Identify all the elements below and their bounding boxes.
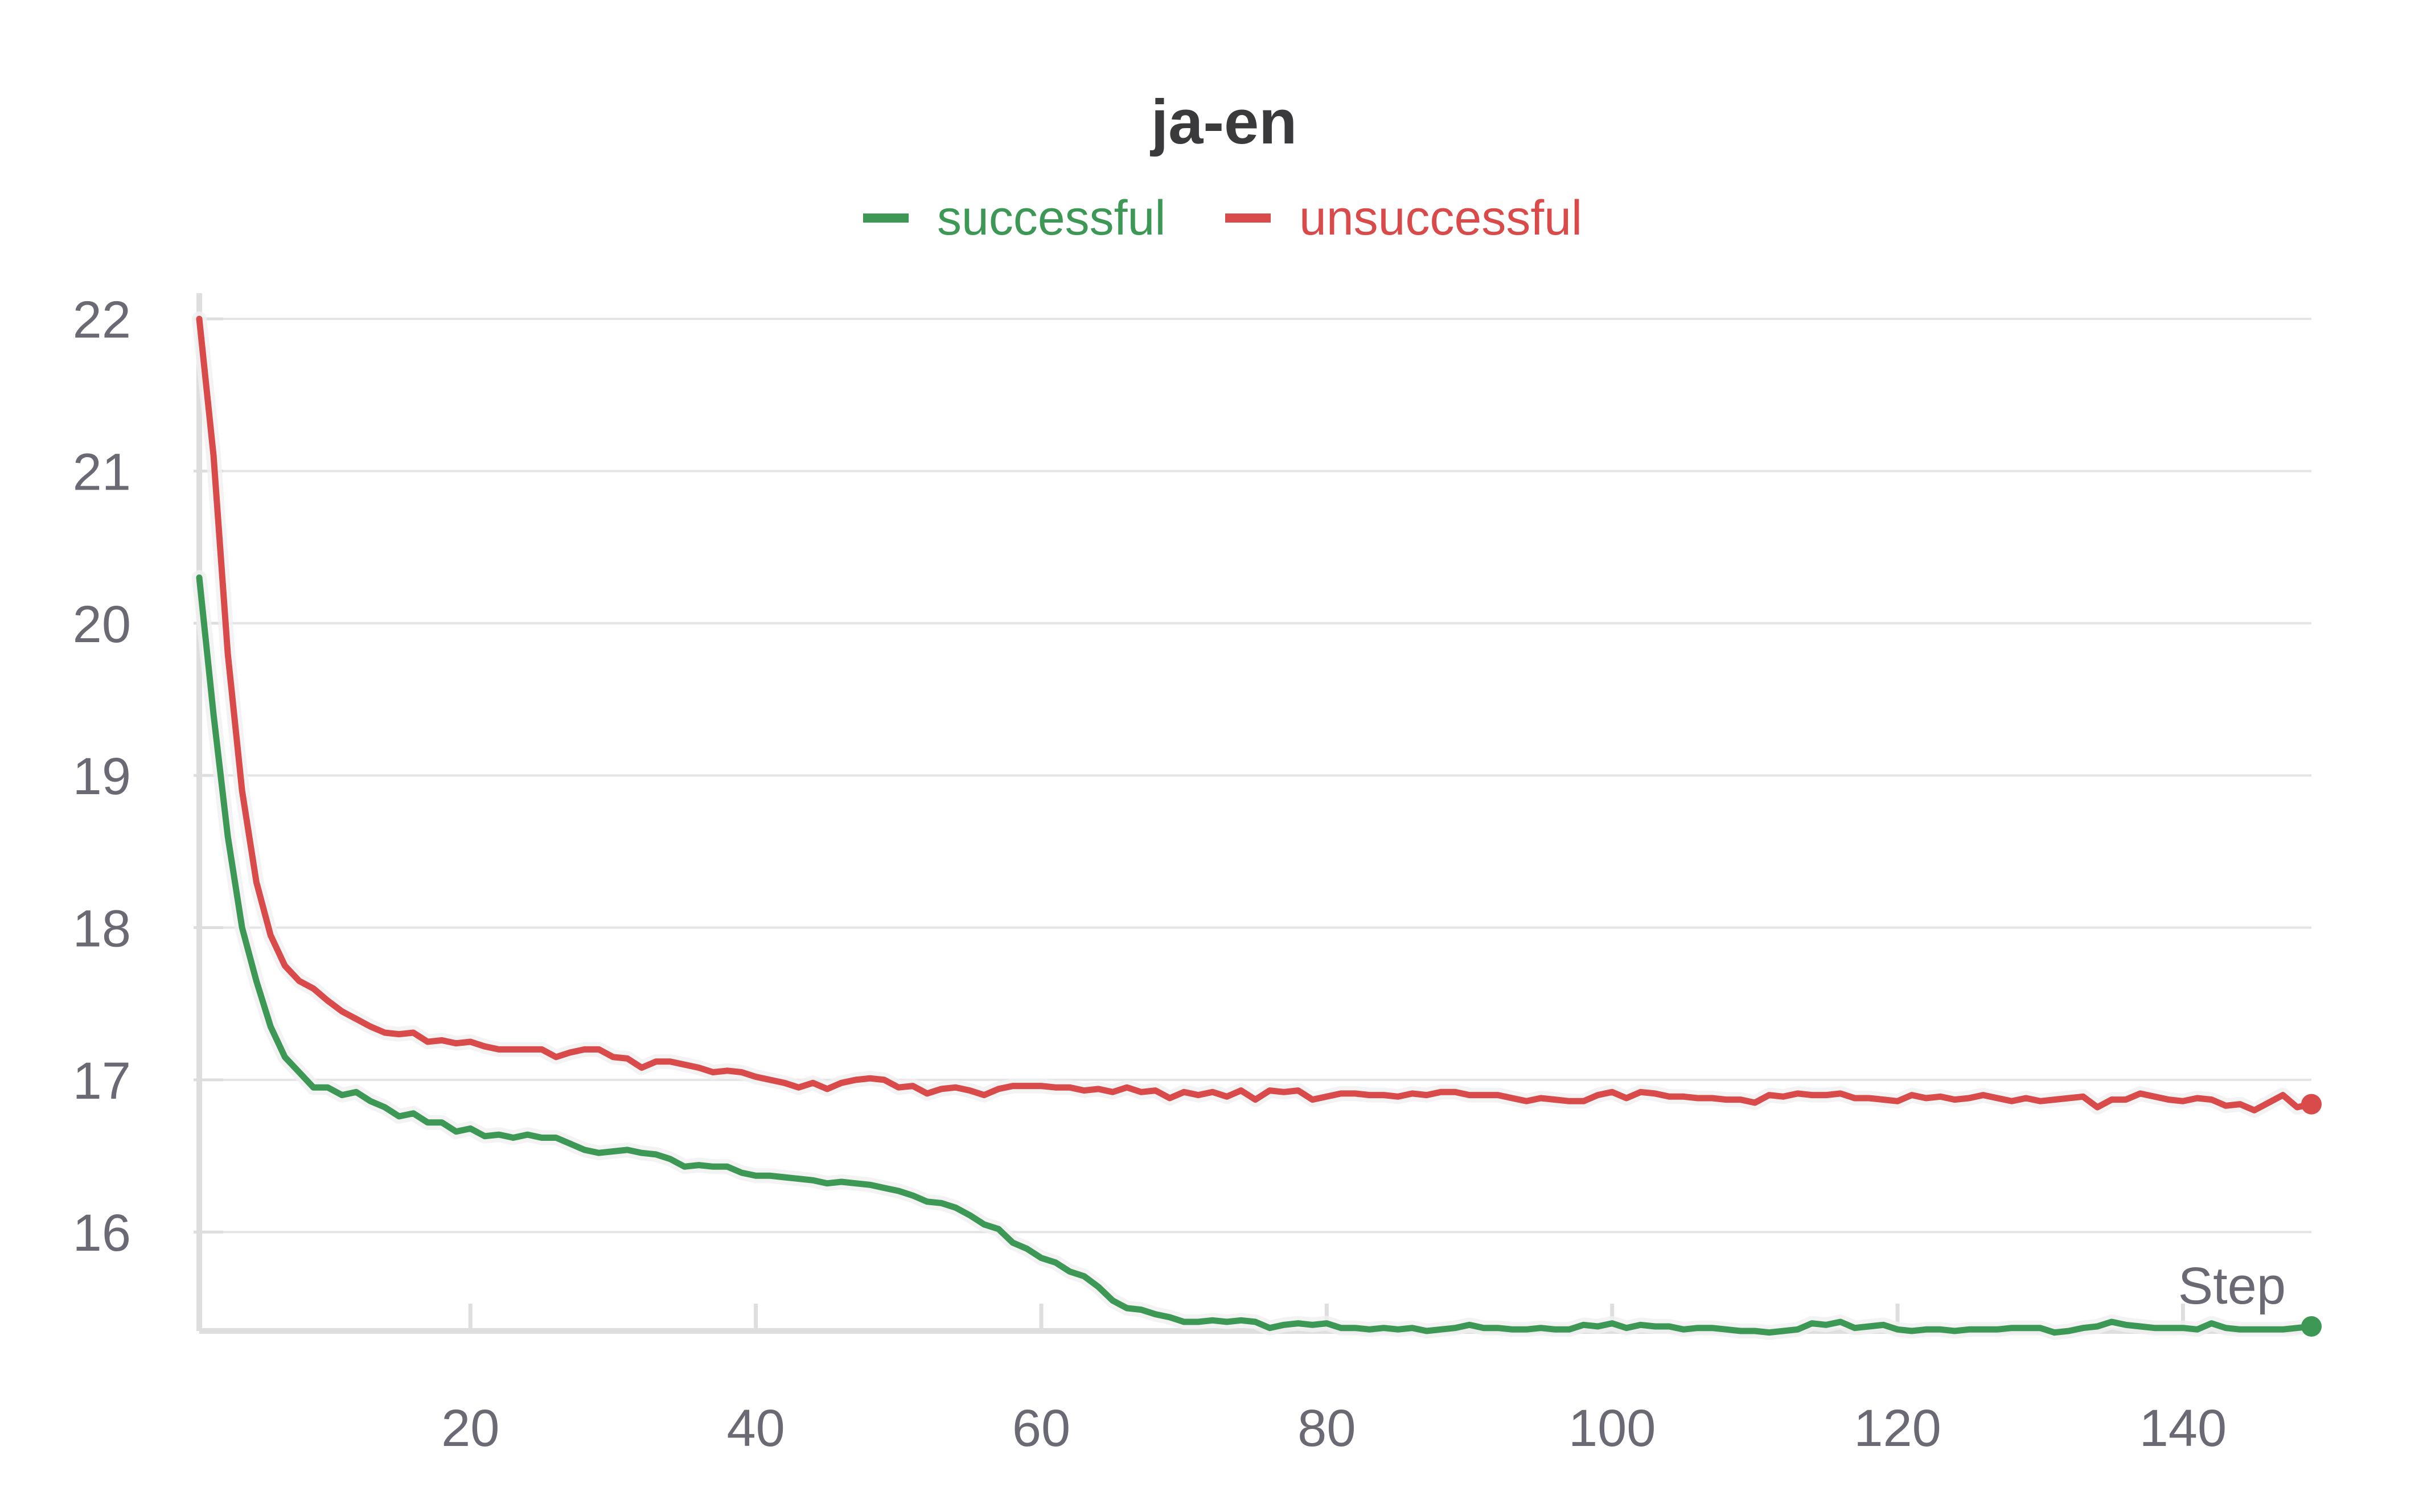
series-line-successful bbox=[196, 574, 2315, 1336]
chart-title: ja-en bbox=[1150, 87, 1297, 157]
y-tick-label: 22 bbox=[73, 291, 131, 349]
legend-label-unsuccessful: unsuccessful bbox=[1299, 191, 1582, 245]
series-end-marker-unsuccessful bbox=[2301, 1094, 2322, 1115]
y-tick-label: 19 bbox=[73, 747, 131, 806]
y-tick-label: 21 bbox=[73, 443, 131, 501]
series-end-marker-successful bbox=[2301, 1316, 2322, 1337]
x-tick-label: 140 bbox=[2139, 1399, 2227, 1457]
x-tick-label: 40 bbox=[726, 1399, 785, 1457]
series-line-unsuccessful bbox=[196, 315, 2315, 1114]
y-tick-label: 16 bbox=[73, 1204, 131, 1262]
y-tick-label: 18 bbox=[73, 900, 131, 958]
x-tick-label: 20 bbox=[441, 1399, 499, 1457]
y-tick-label: 17 bbox=[73, 1052, 131, 1110]
x-tick-label: 100 bbox=[1568, 1399, 1656, 1457]
legend-label-successful: successful bbox=[937, 191, 1166, 245]
x-axis-label: Step bbox=[2178, 1257, 2286, 1315]
grid bbox=[199, 318, 2311, 1234]
legend: successful unsuccessful bbox=[863, 191, 1582, 245]
x-tick-label: 120 bbox=[1854, 1399, 1941, 1457]
x-tick-label: 80 bbox=[1297, 1399, 1356, 1457]
series-group bbox=[192, 311, 2322, 1340]
y-tick-label: 20 bbox=[73, 595, 131, 654]
x-tick-label: 60 bbox=[1012, 1399, 1070, 1457]
